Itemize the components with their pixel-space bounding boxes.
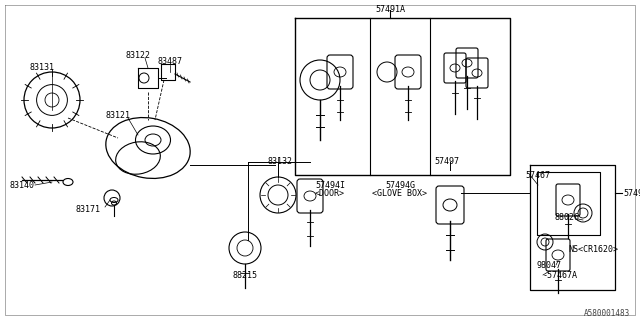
Text: <GLOVE BOX>: <GLOVE BOX>	[372, 188, 428, 197]
Text: 83121: 83121	[106, 110, 131, 119]
Text: 83171: 83171	[76, 205, 100, 214]
Text: <DOOR>: <DOOR>	[315, 188, 345, 197]
Text: 83122: 83122	[125, 51, 150, 60]
Text: 57467: 57467	[525, 171, 550, 180]
Text: A580001483: A580001483	[584, 308, 630, 317]
Text: 57494G: 57494G	[385, 180, 415, 189]
Text: 88215: 88215	[232, 270, 257, 279]
Text: 57497A: 57497A	[623, 188, 640, 197]
Text: 83132: 83132	[268, 157, 292, 166]
Text: 83140: 83140	[10, 180, 35, 189]
Text: 83487: 83487	[157, 58, 182, 67]
Text: 98047: 98047	[536, 260, 561, 269]
Text: 57494I: 57494I	[315, 180, 345, 189]
Text: 88026: 88026	[554, 213, 579, 222]
Text: 57491A: 57491A	[375, 5, 405, 14]
Text: 57497: 57497	[435, 157, 460, 166]
Text: 83131: 83131	[29, 63, 54, 73]
Text: NS<CR1620>: NS<CR1620>	[568, 245, 618, 254]
Text: -57467A: -57467A	[543, 270, 578, 279]
